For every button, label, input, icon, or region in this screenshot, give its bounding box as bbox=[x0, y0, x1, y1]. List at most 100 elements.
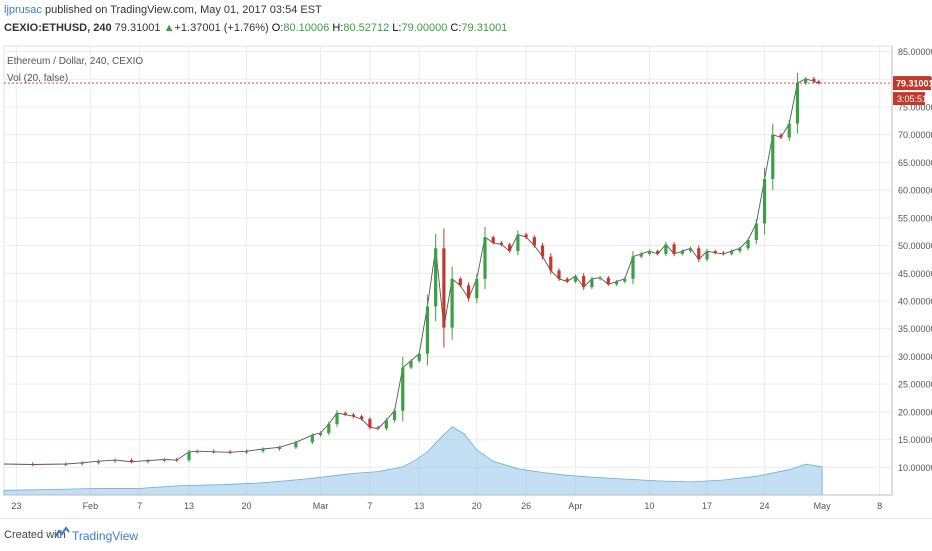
price-line bbox=[3, 78, 819, 465]
x-tick-label: Feb bbox=[83, 501, 99, 511]
candle-body bbox=[96, 461, 101, 463]
candle-body bbox=[450, 278, 454, 328]
candle-body bbox=[491, 237, 495, 243]
y-tick-label: 35.00000 bbox=[898, 324, 932, 334]
candle-body bbox=[392, 410, 397, 421]
y-tick-label: 50.00000 bbox=[898, 241, 932, 251]
price-change: +1.37001 (+1.76%) bbox=[174, 22, 269, 34]
candle-body bbox=[557, 270, 561, 279]
candle-body bbox=[129, 460, 134, 462]
last-price-tag-text: 79.31001 bbox=[896, 79, 932, 89]
y-tick-label: 85.00000 bbox=[898, 47, 932, 57]
candle-body bbox=[195, 451, 199, 453]
candle-body bbox=[787, 123, 791, 138]
candle-body bbox=[499, 242, 504, 245]
close-label: C: bbox=[450, 22, 462, 34]
price-chart[interactable]: 10.00000 15.00000 20.00000 25.00000 30.00000… bbox=[0, 40, 932, 520]
publish-line: ljprusac published on TradingView.com, M… bbox=[4, 4, 322, 16]
candle-body bbox=[261, 448, 265, 452]
open-label: O: bbox=[271, 22, 284, 34]
candle-body bbox=[409, 360, 413, 368]
candle-body bbox=[351, 414, 356, 417]
footer: Created with TradingView bbox=[0, 518, 932, 551]
chart-header: ljprusac published on TradingView.com, M… bbox=[0, 0, 932, 38]
candle-body bbox=[688, 248, 693, 252]
candle-body bbox=[598, 277, 602, 279]
candle-body bbox=[524, 234, 528, 238]
candle-body bbox=[401, 367, 405, 411]
candle-body bbox=[310, 435, 314, 443]
high-label: H: bbox=[332, 22, 344, 34]
y-tick-label: 55.00000 bbox=[898, 213, 932, 223]
candle-body bbox=[697, 248, 701, 260]
candle-body bbox=[228, 451, 232, 453]
countdown-tag-text: 3:05:51 bbox=[897, 94, 927, 104]
x-tick-label: 7 bbox=[367, 501, 372, 511]
candle-body bbox=[146, 460, 150, 462]
x-tick-label: Mar bbox=[313, 501, 329, 511]
candle-body bbox=[565, 278, 569, 282]
candle-body bbox=[656, 251, 660, 254]
x-tick-label: 20 bbox=[472, 501, 482, 511]
candle-body bbox=[771, 134, 775, 180]
last-price: 79.31001 bbox=[114, 22, 161, 34]
volume-area bbox=[3, 426, 823, 496]
candle-body bbox=[360, 416, 364, 420]
candle-body bbox=[113, 460, 117, 462]
created-with-label: Created with bbox=[4, 529, 66, 541]
volume-area-path bbox=[3, 426, 823, 496]
candle-body bbox=[738, 248, 742, 252]
x-tick-label: 20 bbox=[242, 501, 252, 511]
candle-body bbox=[664, 244, 668, 254]
close-value: 79.31001 bbox=[461, 22, 508, 34]
candle-body bbox=[817, 81, 821, 84]
time-axis: 23 Feb 7 13 20 Mar 7 13 20 26 Apr 10 17 24 May 8 bbox=[4, 494, 892, 511]
candle-body bbox=[590, 278, 594, 288]
candle-body bbox=[516, 234, 520, 252]
chart-grid bbox=[3, 45, 893, 496]
x-tick-label: 17 bbox=[702, 501, 712, 511]
author-link[interactable]: ljprusac bbox=[4, 4, 42, 16]
open-value: 80.10006 bbox=[283, 22, 330, 34]
y-tick-label: 45.00000 bbox=[898, 269, 932, 279]
y-tick-label: 15.00000 bbox=[898, 435, 932, 445]
tradingview-brand-link[interactable]: TradingView bbox=[72, 529, 139, 543]
countdown-tag bbox=[893, 92, 925, 106]
low-label: L: bbox=[392, 22, 402, 34]
candle-body bbox=[540, 245, 545, 257]
candle-body bbox=[212, 451, 216, 453]
candle-body bbox=[549, 256, 553, 271]
candle-body bbox=[244, 451, 249, 453]
x-tick-label: Apr bbox=[568, 501, 582, 511]
candle-body bbox=[680, 251, 684, 254]
x-tick-label: 10 bbox=[644, 501, 654, 511]
candle-body bbox=[606, 277, 610, 285]
candle-body bbox=[804, 78, 808, 84]
candle-body bbox=[417, 353, 421, 361]
symbol-label[interactable]: CEXIO:ETHUSD, 240 bbox=[4, 22, 112, 34]
x-tick-label: 7 bbox=[137, 501, 142, 511]
candle-body bbox=[647, 251, 652, 254]
candle-body bbox=[434, 248, 438, 307]
y-tick-label: 25.00000 bbox=[898, 380, 932, 390]
candle-body bbox=[672, 244, 676, 254]
candle-body bbox=[368, 419, 372, 428]
candle-body bbox=[614, 281, 619, 285]
price-tags: 79.31001 3:05:51 bbox=[4, 76, 932, 106]
candle-body bbox=[466, 285, 471, 299]
last-price-tag bbox=[893, 76, 931, 91]
candle-body bbox=[795, 83, 800, 124]
candle-body bbox=[175, 459, 179, 461]
y-tick-label: 40.00000 bbox=[898, 296, 932, 306]
candle-body bbox=[762, 179, 767, 224]
candle-body bbox=[187, 451, 191, 461]
candle-body bbox=[277, 447, 282, 449]
candle-body bbox=[721, 252, 726, 254]
candle-body bbox=[64, 463, 68, 466]
candle-body bbox=[162, 459, 166, 461]
x-tick-label: 8 bbox=[877, 501, 882, 511]
candle-body bbox=[442, 248, 446, 328]
candle-body bbox=[508, 244, 512, 252]
candle-body bbox=[335, 412, 339, 425]
tradingview-logo-icon bbox=[54, 526, 70, 538]
